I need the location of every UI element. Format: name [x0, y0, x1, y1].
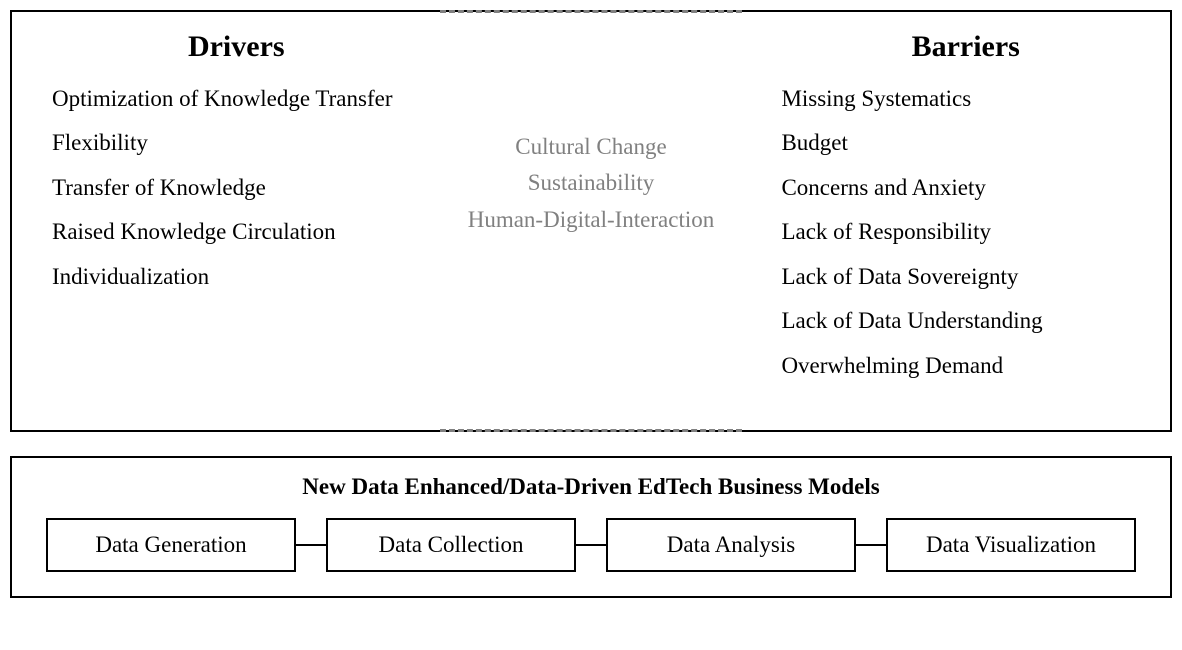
driver-item: Transfer of Knowledge — [52, 175, 421, 201]
barrier-item: Missing Systematics — [781, 86, 1150, 112]
business-models-panel: New Data Enhanced/Data-Driven EdTech Bus… — [10, 456, 1172, 598]
drivers-column: Drivers Optimization of Knowledge Transf… — [12, 12, 441, 430]
business-models-title: New Data Enhanced/Data-Driven EdTech Bus… — [302, 474, 879, 500]
driver-item: Raised Knowledge Circulation — [52, 219, 421, 245]
driver-item: Flexibility — [52, 130, 421, 156]
driver-item: Individualization — [52, 264, 421, 290]
stage-connector — [296, 544, 326, 546]
barriers-column: Barriers Missing Systematics Budget Conc… — [741, 12, 1170, 430]
dashed-divider-top — [440, 10, 742, 13]
barrier-item: Budget — [781, 130, 1150, 156]
barrier-item: Overwhelming Demand — [781, 353, 1150, 379]
middle-factor: Sustainability — [528, 170, 655, 196]
drivers-title: Drivers — [52, 30, 421, 64]
stage-box: Data Generation — [46, 518, 296, 572]
stage-connector — [576, 544, 606, 546]
driver-item: Optimization of Knowledge Transfer — [52, 86, 421, 112]
stage-box: Data Analysis — [606, 518, 856, 572]
drivers-barriers-panel: Drivers Optimization of Knowledge Transf… — [10, 10, 1172, 432]
barriers-title: Barriers — [781, 30, 1150, 64]
middle-factor: Cultural Change — [515, 134, 666, 160]
stage-box: Data Collection — [326, 518, 576, 572]
middle-factor: Human-Digital-Interaction — [468, 207, 715, 233]
barrier-item: Lack of Data Understanding — [781, 308, 1150, 334]
barrier-item: Concerns and Anxiety — [781, 175, 1150, 201]
stage-box: Data Visualization — [886, 518, 1136, 572]
barrier-item: Lack of Data Sovereignty — [781, 264, 1150, 290]
dashed-divider-bottom — [440, 429, 742, 432]
stage-connector — [856, 544, 886, 546]
stage-row: Data Generation Data Collection Data Ana… — [38, 518, 1144, 572]
middle-factors-column: Cultural Change Sustainability Human-Dig… — [441, 12, 742, 430]
barrier-item: Lack of Responsibility — [781, 219, 1150, 245]
